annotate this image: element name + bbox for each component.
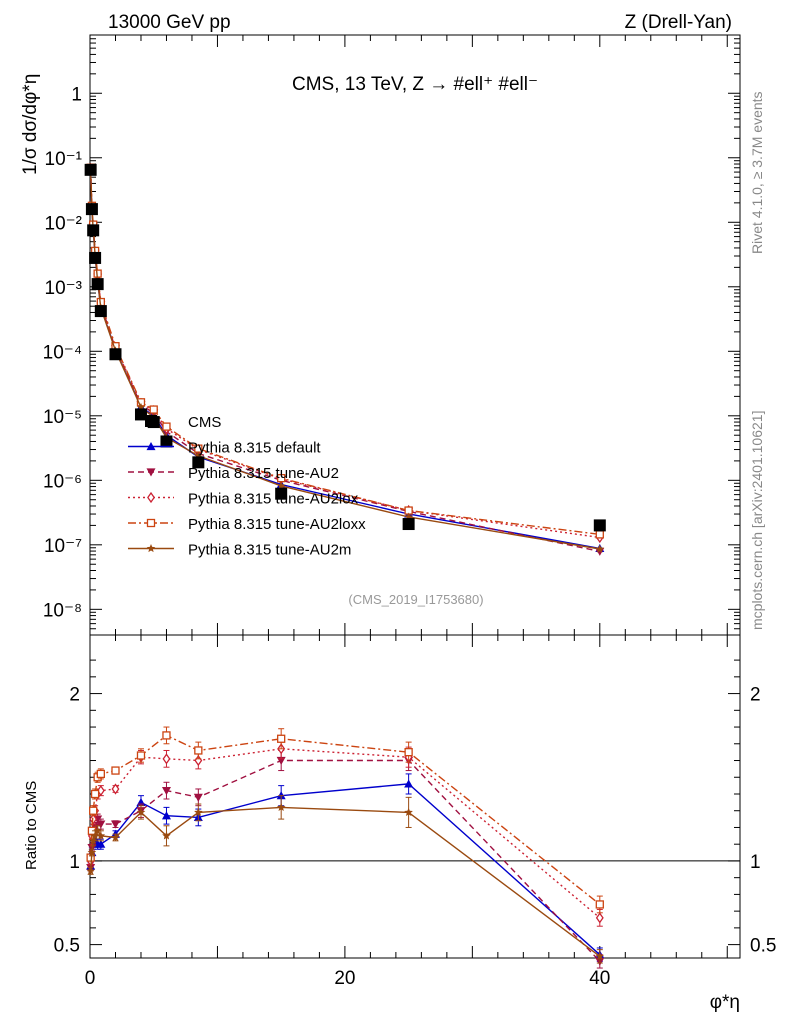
data-point [134, 408, 147, 421]
x-tick-label: 40 [589, 968, 610, 989]
data-point [162, 731, 171, 740]
data-point [162, 422, 171, 431]
data-point [595, 530, 604, 539]
legend-label: CMS [188, 414, 221, 431]
data-point [593, 519, 606, 532]
legend-label: Pythia 8.315 default [188, 440, 321, 457]
data-point [96, 831, 106, 840]
y-tick-label-right: 1 [750, 852, 761, 873]
data-point [146, 544, 156, 553]
data-point [111, 766, 120, 775]
y-tick-label: 0.5 [54, 936, 80, 957]
mcplots-label: mcplots.cern.ch [arXiv:2401.10621] [749, 411, 765, 630]
data-point [87, 848, 97, 857]
data-point [595, 900, 604, 909]
data-point [595, 951, 605, 960]
data-point [276, 802, 286, 811]
data-point [404, 779, 414, 788]
data-point [162, 753, 171, 765]
data-point [89, 806, 98, 815]
data-point [161, 787, 171, 796]
y-tick-label: 10⁻² [45, 213, 83, 234]
data-point [147, 491, 155, 504]
data-point [91, 278, 104, 291]
data-point [110, 820, 120, 829]
y-tick-label: 10⁻⁸ [43, 600, 82, 621]
legend-label: Pythia 8.315 tune-AU2loxx [188, 516, 366, 533]
data-point [161, 811, 171, 820]
data-point [595, 912, 604, 924]
data-point [160, 435, 173, 448]
y-tick-label: 10⁻⁵ [43, 407, 82, 428]
y-tick-label-right: 2 [750, 685, 761, 706]
data-point [146, 518, 156, 528]
data-point [94, 305, 107, 318]
data-point [96, 820, 106, 829]
y-tick-label: 2 [69, 685, 80, 706]
y-tick-label: 1 [71, 84, 82, 105]
data-point [109, 348, 122, 361]
ratio-frame [89, 634, 741, 959]
data-point [145, 415, 157, 427]
ratio-y-axis-label: Ratio to CMS [23, 781, 40, 870]
data-point [402, 518, 415, 531]
data-point [85, 203, 98, 216]
data-point [86, 866, 95, 875]
legend-label: Pythia 8.315 tune-AU2lox [188, 491, 359, 508]
data-point [96, 839, 106, 848]
data-point [149, 405, 158, 414]
data-point [595, 547, 605, 556]
data-point [84, 163, 97, 176]
series-line [89, 167, 600, 536]
data-point [93, 826, 102, 835]
data-point [277, 734, 286, 743]
main-y-axis-label: 1/σ dσ/dφ*η [20, 74, 41, 175]
data-point [111, 783, 120, 795]
header-left: 13000 GeV pp [108, 12, 231, 33]
data-point [136, 751, 146, 760]
y-tick-label: 10⁻¹ [45, 149, 83, 170]
ratio-series-line [89, 806, 601, 957]
ratio-panel: 0 20 40 0.5 0.5 1 1 2 2 [54, 634, 776, 989]
legend: CMS Pythia 8.315 default Pythia 8.315 tune… [128, 414, 366, 559]
data-point [96, 785, 105, 797]
data-point [146, 442, 156, 451]
data-point [96, 769, 105, 779]
data-point [192, 456, 205, 469]
series-line [89, 168, 600, 539]
data-point [194, 807, 203, 816]
main-panel: 10⁻⁸ 10⁻⁷ 10⁻⁶ 10⁻⁵ 10⁻⁴ 10⁻³ 10⁻² 10⁻¹ 1 [43, 34, 741, 636]
y-tick-label: 10⁻³ [45, 278, 83, 299]
data-point [404, 807, 413, 816]
data-point [111, 833, 120, 842]
data-point [194, 746, 203, 755]
header-right: Z (Drell-Yan) [625, 12, 732, 33]
data-point [193, 793, 203, 802]
data-point [136, 807, 146, 816]
data-point [90, 789, 100, 799]
plot-title: CMS, 13 TeV, Z → #ell⁺ #ell⁻ [292, 74, 538, 95]
x-tick-label: 0 [85, 968, 96, 989]
y-tick-label: 10⁻⁷ [44, 536, 82, 557]
data-point [404, 748, 413, 757]
y-tick-label: 10⁻⁴ [43, 342, 82, 363]
legend-label: Pythia 8.315 tune-AU2 [188, 465, 339, 482]
x-tick-label: 20 [334, 968, 355, 989]
y-tick-label-right: 0.5 [750, 936, 776, 957]
data-point [275, 487, 288, 500]
data-point [146, 468, 156, 477]
x-axis-label: φ*η [710, 992, 740, 1013]
data-point [87, 224, 100, 237]
y-tick-label: 1 [69, 852, 80, 873]
y-tick-label: 10⁻⁶ [43, 471, 82, 492]
data-point [162, 831, 171, 840]
legend-label: Pythia 8.315 tune-AU2m [188, 542, 351, 559]
data-point [89, 251, 102, 264]
rivet-label: Rivet 4.1.0, ≥ 3.7M events [749, 91, 765, 254]
data-point [276, 481, 286, 490]
analysis-tag: (CMS_2019_I1753680) [348, 592, 483, 607]
data-point [595, 544, 605, 553]
